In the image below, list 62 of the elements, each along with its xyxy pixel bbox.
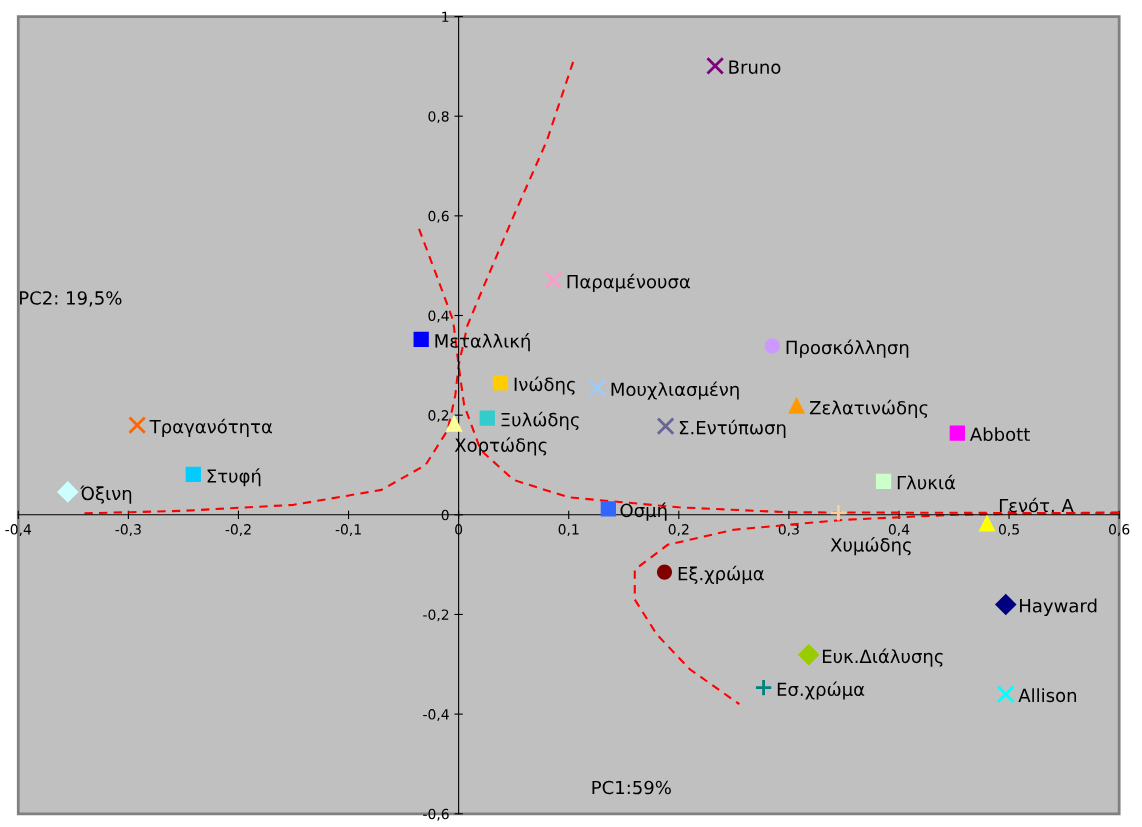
y-tick-label: 1 — [442, 11, 449, 22]
point — [754, 678, 773, 697]
x-tick-label: -0,3 — [115, 524, 141, 536]
y-tick-label: 0,8 — [428, 111, 449, 124]
series-label: Προσκόλληση — [786, 339, 909, 358]
point — [798, 644, 819, 666]
series-label: Εσ.χρώμα — [777, 681, 865, 700]
series-label: Μουχλιασμένη — [611, 381, 739, 400]
point — [656, 417, 675, 436]
point — [764, 338, 781, 354]
x-tick-label: 0,2 — [668, 524, 689, 536]
series-label: Ξυλώδης — [501, 411, 579, 431]
series-label: Τραγανότητα — [149, 418, 272, 437]
series-label: Παραμένουσα — [567, 273, 690, 292]
series-label: Hayward — [1020, 598, 1097, 617]
series-label: Εξ.χρώμα — [678, 565, 764, 584]
series-label: Όξινη — [80, 485, 132, 504]
point — [600, 501, 616, 517]
series-label: Γενότ. Α — [999, 497, 1074, 513]
series-label: Χυμώδης — [830, 537, 911, 556]
point — [479, 410, 495, 426]
point — [492, 375, 509, 391]
y-tick-label: -0,2 — [423, 609, 449, 622]
x-tick-label: 0,6 — [1109, 524, 1130, 536]
point — [413, 331, 429, 348]
series-label: Bruno — [729, 60, 781, 74]
point — [706, 56, 725, 75]
x-tick-label: -0,4 — [5, 524, 32, 536]
x-axis-title: PC1:59% — [592, 780, 671, 795]
point — [446, 416, 462, 432]
point — [996, 685, 1015, 704]
series-label: Abbott — [969, 427, 1030, 442]
x-tick-label: -0,2 — [225, 524, 251, 536]
x-tick-label: 0,1 — [558, 524, 579, 536]
point — [979, 516, 995, 532]
point — [875, 473, 892, 490]
point — [788, 396, 805, 414]
point — [656, 564, 673, 580]
series-label: Ινώδης — [514, 376, 575, 395]
series-label: Σ.Εντύπωση — [679, 419, 786, 438]
x-tick-label: 0,5 — [998, 524, 1019, 536]
point — [128, 416, 147, 435]
series-label: Ζελατινώδης — [809, 399, 928, 419]
series-label: Ευκ.Διάλυσης — [822, 648, 943, 667]
y-tick-label: -0,6 — [423, 808, 449, 821]
point — [544, 271, 563, 290]
point — [949, 425, 965, 441]
y-tick-label: 0,4 — [428, 310, 449, 323]
series-label: Στυφή — [207, 468, 261, 487]
y-tick-label: 0,6 — [428, 210, 449, 223]
x-tick-label: 0,4 — [888, 524, 910, 536]
x-tick-label: -0,1 — [335, 524, 361, 536]
point — [185, 466, 201, 483]
series-label: Γλυκιά — [897, 474, 956, 490]
y-axis-title: PC2: 19,5% — [20, 291, 122, 307]
y-tick-label: 0,2 — [428, 410, 449, 423]
series-label: Allison — [1018, 688, 1077, 703]
y-tick-label: -0,4 — [423, 709, 449, 722]
point — [995, 594, 1016, 615]
point — [588, 378, 607, 397]
point — [57, 481, 79, 503]
point — [829, 503, 848, 522]
